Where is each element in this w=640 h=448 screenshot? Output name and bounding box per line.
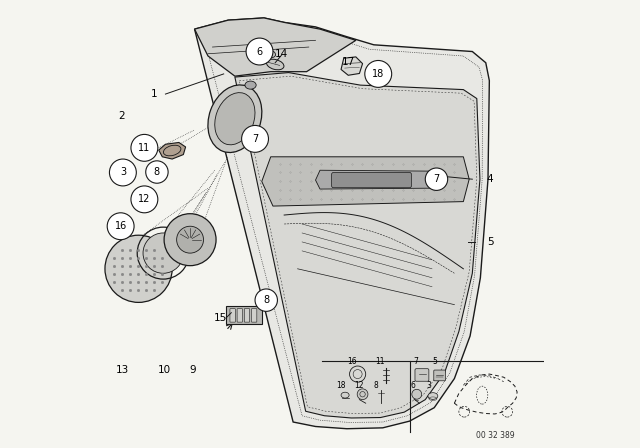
Circle shape xyxy=(164,214,216,266)
Ellipse shape xyxy=(245,81,256,89)
Text: 10: 10 xyxy=(157,365,171,375)
Text: 2: 2 xyxy=(118,112,125,121)
Text: 1: 1 xyxy=(151,89,157,99)
Circle shape xyxy=(109,159,136,186)
Text: 11: 11 xyxy=(376,357,385,366)
FancyBboxPatch shape xyxy=(237,309,243,322)
Polygon shape xyxy=(195,18,490,429)
Circle shape xyxy=(108,213,134,240)
Text: 11: 11 xyxy=(138,143,150,153)
Circle shape xyxy=(357,389,368,400)
Text: 15: 15 xyxy=(214,313,227,323)
Ellipse shape xyxy=(215,93,255,145)
Text: 7: 7 xyxy=(252,134,258,144)
Circle shape xyxy=(365,60,392,87)
Text: 4: 4 xyxy=(487,174,493,184)
Ellipse shape xyxy=(428,392,438,400)
Circle shape xyxy=(246,38,273,65)
Ellipse shape xyxy=(266,59,284,70)
Text: 12: 12 xyxy=(138,194,150,204)
Polygon shape xyxy=(262,157,469,206)
Text: 17: 17 xyxy=(342,57,355,67)
Text: 18: 18 xyxy=(336,380,346,389)
FancyBboxPatch shape xyxy=(332,172,412,188)
Circle shape xyxy=(426,168,448,190)
Polygon shape xyxy=(341,57,362,75)
Ellipse shape xyxy=(208,85,262,152)
Text: 5: 5 xyxy=(487,237,493,247)
Polygon shape xyxy=(235,73,480,418)
Circle shape xyxy=(143,233,184,273)
Text: 5: 5 xyxy=(432,357,437,366)
Text: 00 32 389: 00 32 389 xyxy=(476,431,515,440)
Text: 7: 7 xyxy=(413,357,418,366)
FancyBboxPatch shape xyxy=(434,370,445,381)
Text: 3: 3 xyxy=(427,380,431,389)
Text: 8: 8 xyxy=(374,380,378,389)
Text: 7: 7 xyxy=(433,174,440,184)
Text: 12: 12 xyxy=(355,380,364,389)
Text: 6: 6 xyxy=(411,380,416,389)
FancyBboxPatch shape xyxy=(415,369,429,381)
Circle shape xyxy=(146,161,168,183)
Circle shape xyxy=(349,366,365,382)
Text: 13: 13 xyxy=(115,365,129,375)
FancyBboxPatch shape xyxy=(252,309,257,322)
Text: 16: 16 xyxy=(115,221,127,231)
Text: 18: 18 xyxy=(372,69,385,79)
Polygon shape xyxy=(195,18,356,76)
Circle shape xyxy=(131,186,158,213)
Text: 9: 9 xyxy=(189,365,196,375)
Text: 3: 3 xyxy=(120,168,126,177)
Text: 6: 6 xyxy=(257,47,262,56)
Text: 8: 8 xyxy=(263,295,269,305)
Polygon shape xyxy=(316,170,436,189)
FancyBboxPatch shape xyxy=(230,309,236,322)
Circle shape xyxy=(105,235,172,302)
Text: 8: 8 xyxy=(154,167,160,177)
Circle shape xyxy=(412,389,422,399)
FancyBboxPatch shape xyxy=(227,306,262,324)
Ellipse shape xyxy=(341,392,349,398)
Circle shape xyxy=(131,134,158,161)
Text: 16: 16 xyxy=(347,357,356,366)
Text: 14: 14 xyxy=(275,49,289,59)
FancyBboxPatch shape xyxy=(244,309,250,322)
Circle shape xyxy=(177,226,204,253)
Circle shape xyxy=(255,289,278,311)
Polygon shape xyxy=(159,142,186,159)
Ellipse shape xyxy=(261,50,276,58)
Circle shape xyxy=(242,125,269,152)
